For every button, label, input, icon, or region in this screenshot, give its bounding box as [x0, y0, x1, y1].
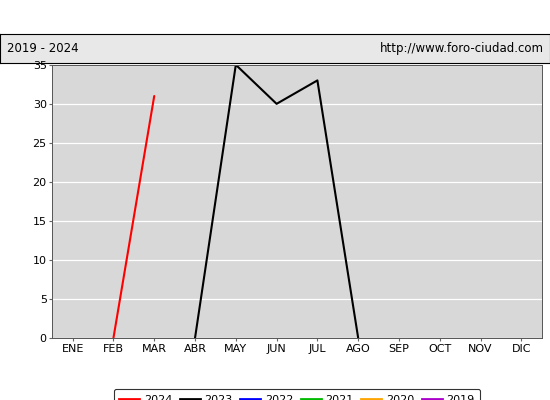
Text: http://www.foro-ciudad.com: http://www.foro-ciudad.com [379, 42, 543, 55]
Text: 2019 - 2024: 2019 - 2024 [7, 42, 78, 55]
Legend: 2024, 2023, 2022, 2021, 2020, 2019: 2024, 2023, 2022, 2021, 2020, 2019 [114, 389, 480, 400]
Text: Evolucion Nº Turistas Extranjeros en el municipio de Bueña: Evolucion Nº Turistas Extranjeros en el … [58, 10, 492, 24]
